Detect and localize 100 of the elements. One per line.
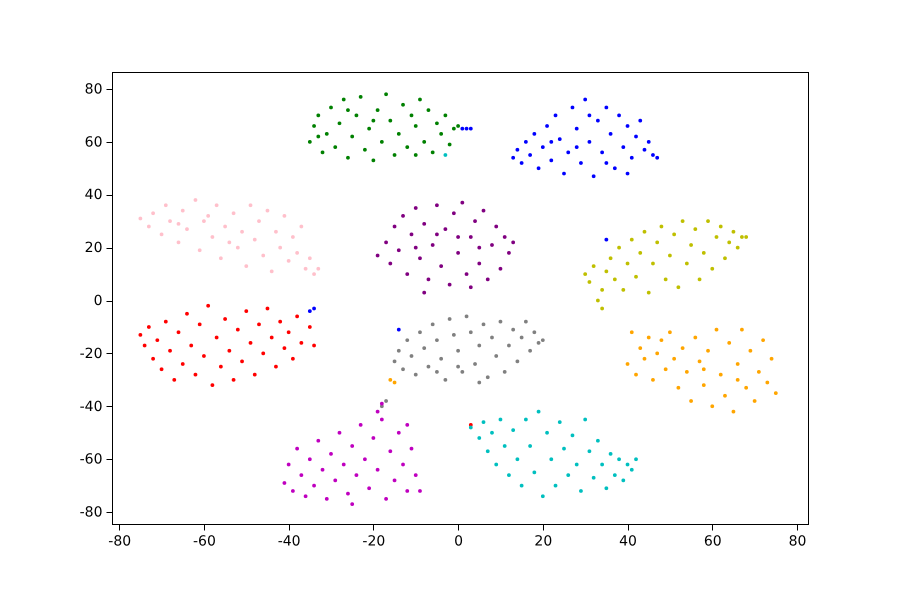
point: [257, 322, 261, 326]
point: [151, 356, 155, 361]
point: [468, 235, 473, 239]
point: [410, 114, 414, 118]
point: [464, 314, 468, 318]
point: [316, 266, 320, 271]
point: [324, 132, 329, 136]
point: [604, 270, 608, 274]
point: [583, 98, 588, 102]
point: [198, 322, 202, 326]
point: [194, 372, 198, 376]
point: [634, 457, 638, 462]
point: [693, 336, 698, 340]
point: [405, 338, 410, 342]
point: [430, 322, 435, 326]
y-tick-label: 20: [84, 240, 102, 256]
point: [338, 121, 342, 126]
point: [160, 232, 164, 236]
point: [689, 243, 693, 247]
point: [680, 346, 684, 350]
point: [490, 336, 494, 340]
point: [388, 449, 392, 454]
point: [172, 378, 176, 382]
point: [372, 158, 376, 162]
point: [460, 126, 464, 130]
point: [444, 227, 448, 231]
point: [516, 359, 520, 364]
point: [642, 148, 646, 152]
point: [252, 238, 257, 242]
point: [376, 410, 380, 414]
point: [456, 364, 460, 368]
point: [312, 124, 316, 128]
point: [727, 240, 732, 244]
point: [511, 240, 516, 244]
y-tick-label: -80: [80, 504, 102, 521]
point: [630, 238, 634, 242]
x-tick-label: 40: [619, 534, 637, 550]
point: [702, 251, 706, 255]
point: [482, 420, 486, 424]
point: [452, 126, 456, 130]
point: [486, 277, 490, 282]
point: [570, 434, 574, 438]
point: [401, 462, 405, 466]
point: [142, 344, 146, 348]
point: [223, 224, 227, 228]
point: [274, 364, 278, 368]
point: [435, 232, 439, 236]
point: [448, 142, 452, 146]
point: [240, 359, 244, 364]
point: [236, 246, 240, 250]
point: [346, 108, 350, 112]
point: [198, 248, 202, 252]
point: [266, 306, 270, 310]
point: [452, 333, 456, 337]
point: [468, 285, 473, 290]
point: [435, 203, 439, 208]
point: [507, 473, 511, 477]
point: [388, 378, 392, 382]
point: [617, 457, 621, 462]
point: [520, 484, 524, 488]
point: [210, 383, 214, 388]
point: [630, 330, 634, 334]
point: [502, 370, 507, 374]
point: [498, 266, 502, 271]
point: [376, 468, 380, 472]
point: [444, 114, 448, 118]
point: [592, 476, 596, 480]
point: [604, 238, 608, 242]
point: [638, 251, 642, 255]
point: [511, 156, 516, 160]
point: [358, 94, 363, 99]
point: [528, 153, 532, 157]
point: [410, 354, 414, 358]
point: [727, 340, 732, 345]
point: [324, 497, 329, 501]
point: [176, 222, 180, 226]
x-tick-label: -40: [278, 534, 301, 550]
point: [146, 224, 151, 228]
point: [219, 256, 223, 260]
point: [418, 256, 422, 260]
point: [214, 203, 219, 208]
point: [430, 243, 435, 247]
point: [621, 288, 626, 292]
point: [706, 219, 710, 224]
point: [414, 473, 418, 477]
point: [392, 380, 396, 384]
point: [549, 457, 554, 462]
point: [354, 114, 358, 118]
point: [693, 227, 698, 231]
point: [401, 367, 405, 372]
point: [464, 126, 468, 130]
point: [456, 251, 460, 255]
point: [566, 150, 570, 154]
point: [651, 262, 655, 266]
point: [422, 290, 426, 294]
point: [528, 444, 532, 448]
point: [468, 330, 473, 334]
point: [291, 356, 295, 361]
point: [202, 219, 206, 224]
point: [308, 457, 312, 462]
